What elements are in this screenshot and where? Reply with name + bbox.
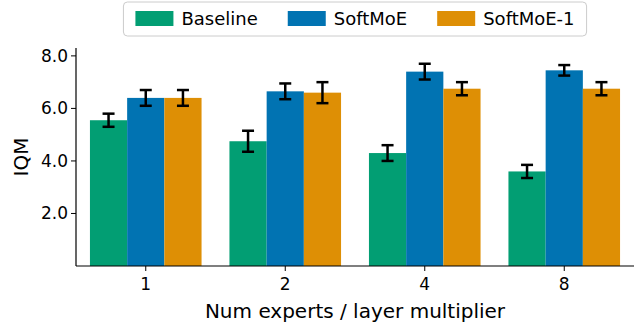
error-bar <box>103 114 115 127</box>
bar <box>90 120 127 266</box>
error-cap <box>595 81 607 84</box>
error-cap <box>316 102 328 105</box>
x-tick-label: 4 <box>419 274 430 294</box>
x-tick <box>285 266 286 271</box>
x-tick-label: 8 <box>559 274 570 294</box>
error-cap <box>456 81 468 84</box>
bar <box>229 141 266 266</box>
error-cap <box>177 105 189 108</box>
error-stem <box>284 83 287 99</box>
legend-label: SoftMoE <box>334 8 407 29</box>
bar <box>406 72 443 266</box>
error-stem <box>182 90 185 106</box>
legend-swatch <box>288 11 326 26</box>
error-cap <box>419 63 431 66</box>
bar <box>127 98 164 266</box>
bar <box>304 93 341 266</box>
error-cap <box>419 78 431 81</box>
error-cap <box>558 64 570 67</box>
error-cap <box>521 177 533 180</box>
error-cap <box>140 105 152 108</box>
error-bar <box>521 165 533 178</box>
error-stem <box>461 82 464 95</box>
error-stem <box>563 65 566 76</box>
error-stem <box>321 82 324 103</box>
bar <box>583 89 620 266</box>
legend-swatch <box>437 11 475 26</box>
x-tick <box>424 266 425 271</box>
error-cap <box>382 144 394 147</box>
bar <box>164 98 201 266</box>
error-bar <box>595 82 607 95</box>
error-stem <box>600 82 603 95</box>
chart: 2.0 4.0 6.0 8.0 1 2 4 8 Num experts / layer mult… <box>0 0 640 331</box>
y-tick-label: 8.0 <box>41 46 68 66</box>
error-bar <box>382 145 394 161</box>
legend-label: SoftMoE-1 <box>483 8 574 29</box>
legend-swatch <box>135 11 173 26</box>
error-bar <box>140 90 152 106</box>
error-cap <box>521 164 533 167</box>
error-stem <box>145 90 148 106</box>
y-tick <box>71 213 76 214</box>
bar <box>369 153 406 266</box>
y-tick-label: 2.0 <box>41 203 68 223</box>
error-bar <box>456 82 468 95</box>
error-cap <box>382 160 394 163</box>
error-cap <box>103 126 115 129</box>
error-cap <box>242 150 254 153</box>
bar <box>443 89 480 266</box>
y-tick <box>71 55 76 56</box>
error-cap <box>177 89 189 92</box>
error-stem <box>386 145 389 161</box>
error-stem <box>107 114 110 127</box>
legend-label: Baseline <box>181 8 257 29</box>
error-stem <box>526 165 529 178</box>
error-cap <box>316 81 328 84</box>
error-bar <box>316 82 328 103</box>
error-bar <box>242 131 254 152</box>
error-cap <box>595 94 607 97</box>
y-tick-label: 6.0 <box>41 98 68 118</box>
error-cap <box>242 129 254 132</box>
error-bar <box>279 83 291 99</box>
y-tick <box>71 160 76 161</box>
y-axis <box>75 48 76 266</box>
error-cap <box>279 98 291 101</box>
error-cap <box>103 112 115 115</box>
bar <box>508 171 545 266</box>
x-axis <box>76 265 634 266</box>
error-bar <box>419 64 431 80</box>
y-tick <box>71 108 76 109</box>
x-tick <box>564 266 565 271</box>
x-tick <box>145 266 146 271</box>
bar <box>267 91 304 266</box>
legend: Baseline SoftMoE SoftMoE-1 <box>123 2 586 36</box>
error-cap <box>279 82 291 85</box>
x-tick-label: 1 <box>140 274 151 294</box>
bars <box>90 64 620 266</box>
error-cap <box>456 94 468 97</box>
error-stem <box>247 131 250 152</box>
y-tick-label: 4.0 <box>41 151 68 171</box>
error-bar <box>558 65 570 76</box>
error-cap <box>558 74 570 77</box>
error-stem <box>424 64 427 80</box>
error-cap <box>140 89 152 92</box>
error-bar <box>177 90 189 106</box>
x-tick-label: 2 <box>280 274 291 294</box>
x-axis-label: Num experts / layer multiplier <box>205 299 506 323</box>
y-axis-label: IQM <box>9 138 33 177</box>
bar <box>546 70 583 266</box>
legend-box <box>123 2 586 36</box>
